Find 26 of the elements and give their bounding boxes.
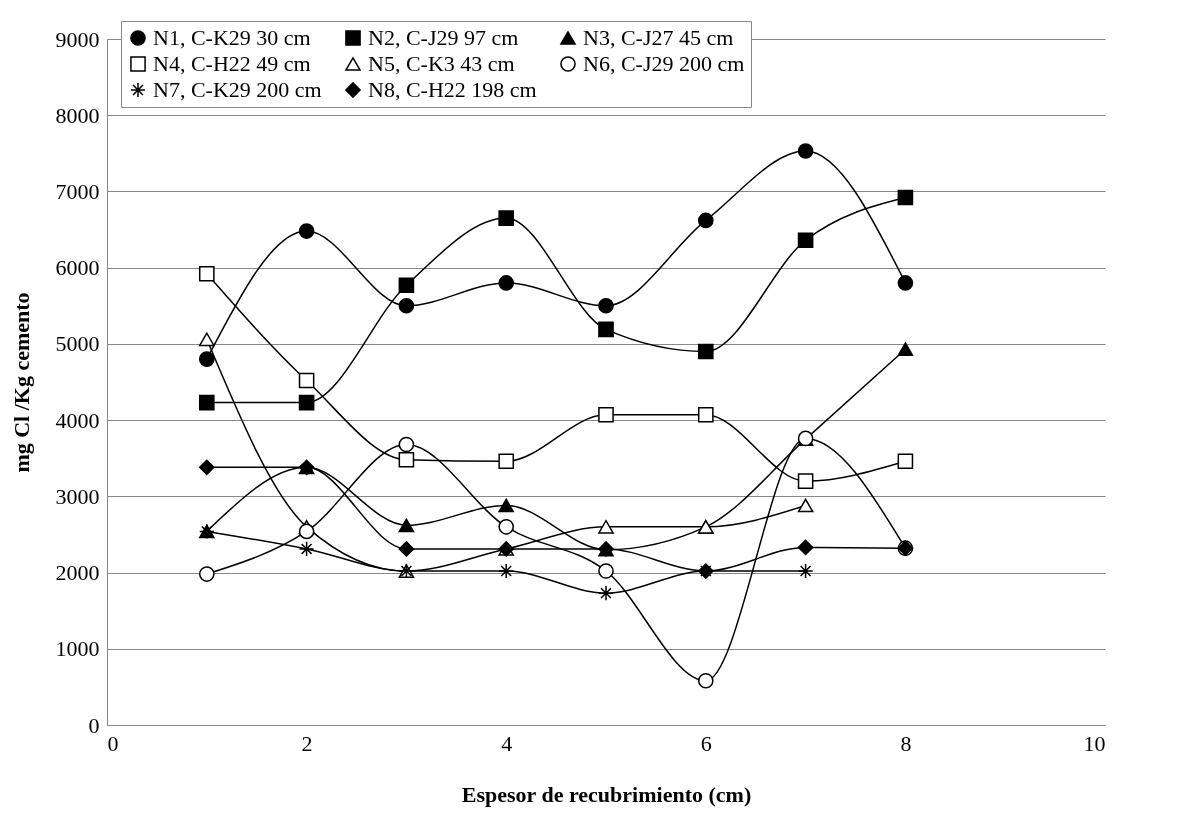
x-tick-label: 4 xyxy=(501,730,513,756)
legend-label: N8, C-H22 198 cm xyxy=(368,77,537,102)
legend-label: N6, C-J29 200 cm xyxy=(583,51,745,76)
legend-label: N7, C-K29 200 cm xyxy=(153,77,322,102)
legend-label: N5, C-K3 43 cm xyxy=(368,51,515,76)
x-tick-label: 2 xyxy=(301,730,313,756)
x-tick-label: 8 xyxy=(900,730,912,756)
legend-label: N3, C-J27 45 cm xyxy=(583,25,734,50)
legend-label: N1, C-K29 30 cm xyxy=(153,25,311,50)
y-tick-label: 4000 xyxy=(55,407,100,433)
legend-label: N4, C-H22 49 cm xyxy=(153,51,311,76)
y-tick-label: 9000 xyxy=(55,26,100,52)
legend-label: N2, C-J29 97 cm xyxy=(368,25,519,50)
y-tick-label: 2000 xyxy=(55,560,100,586)
y-tick-label: 7000 xyxy=(55,178,100,204)
y-tick-label: 5000 xyxy=(55,331,100,357)
x-tick-label: 6 xyxy=(700,730,712,756)
y-tick-label: 0 xyxy=(88,712,100,738)
x-tick-label: 0 xyxy=(107,730,119,756)
y-tick-label: 8000 xyxy=(55,102,100,128)
x-axis-title: Espesor de recubrimiento (cm) xyxy=(461,781,752,807)
x-tick-label: 10 xyxy=(1083,730,1106,756)
y-tick-label: 1000 xyxy=(55,636,100,662)
y-axis-title: mg Cl /Kg cemento xyxy=(8,292,34,473)
y-tick-label: 3000 xyxy=(55,483,100,509)
y-tick-label: 6000 xyxy=(55,255,100,281)
